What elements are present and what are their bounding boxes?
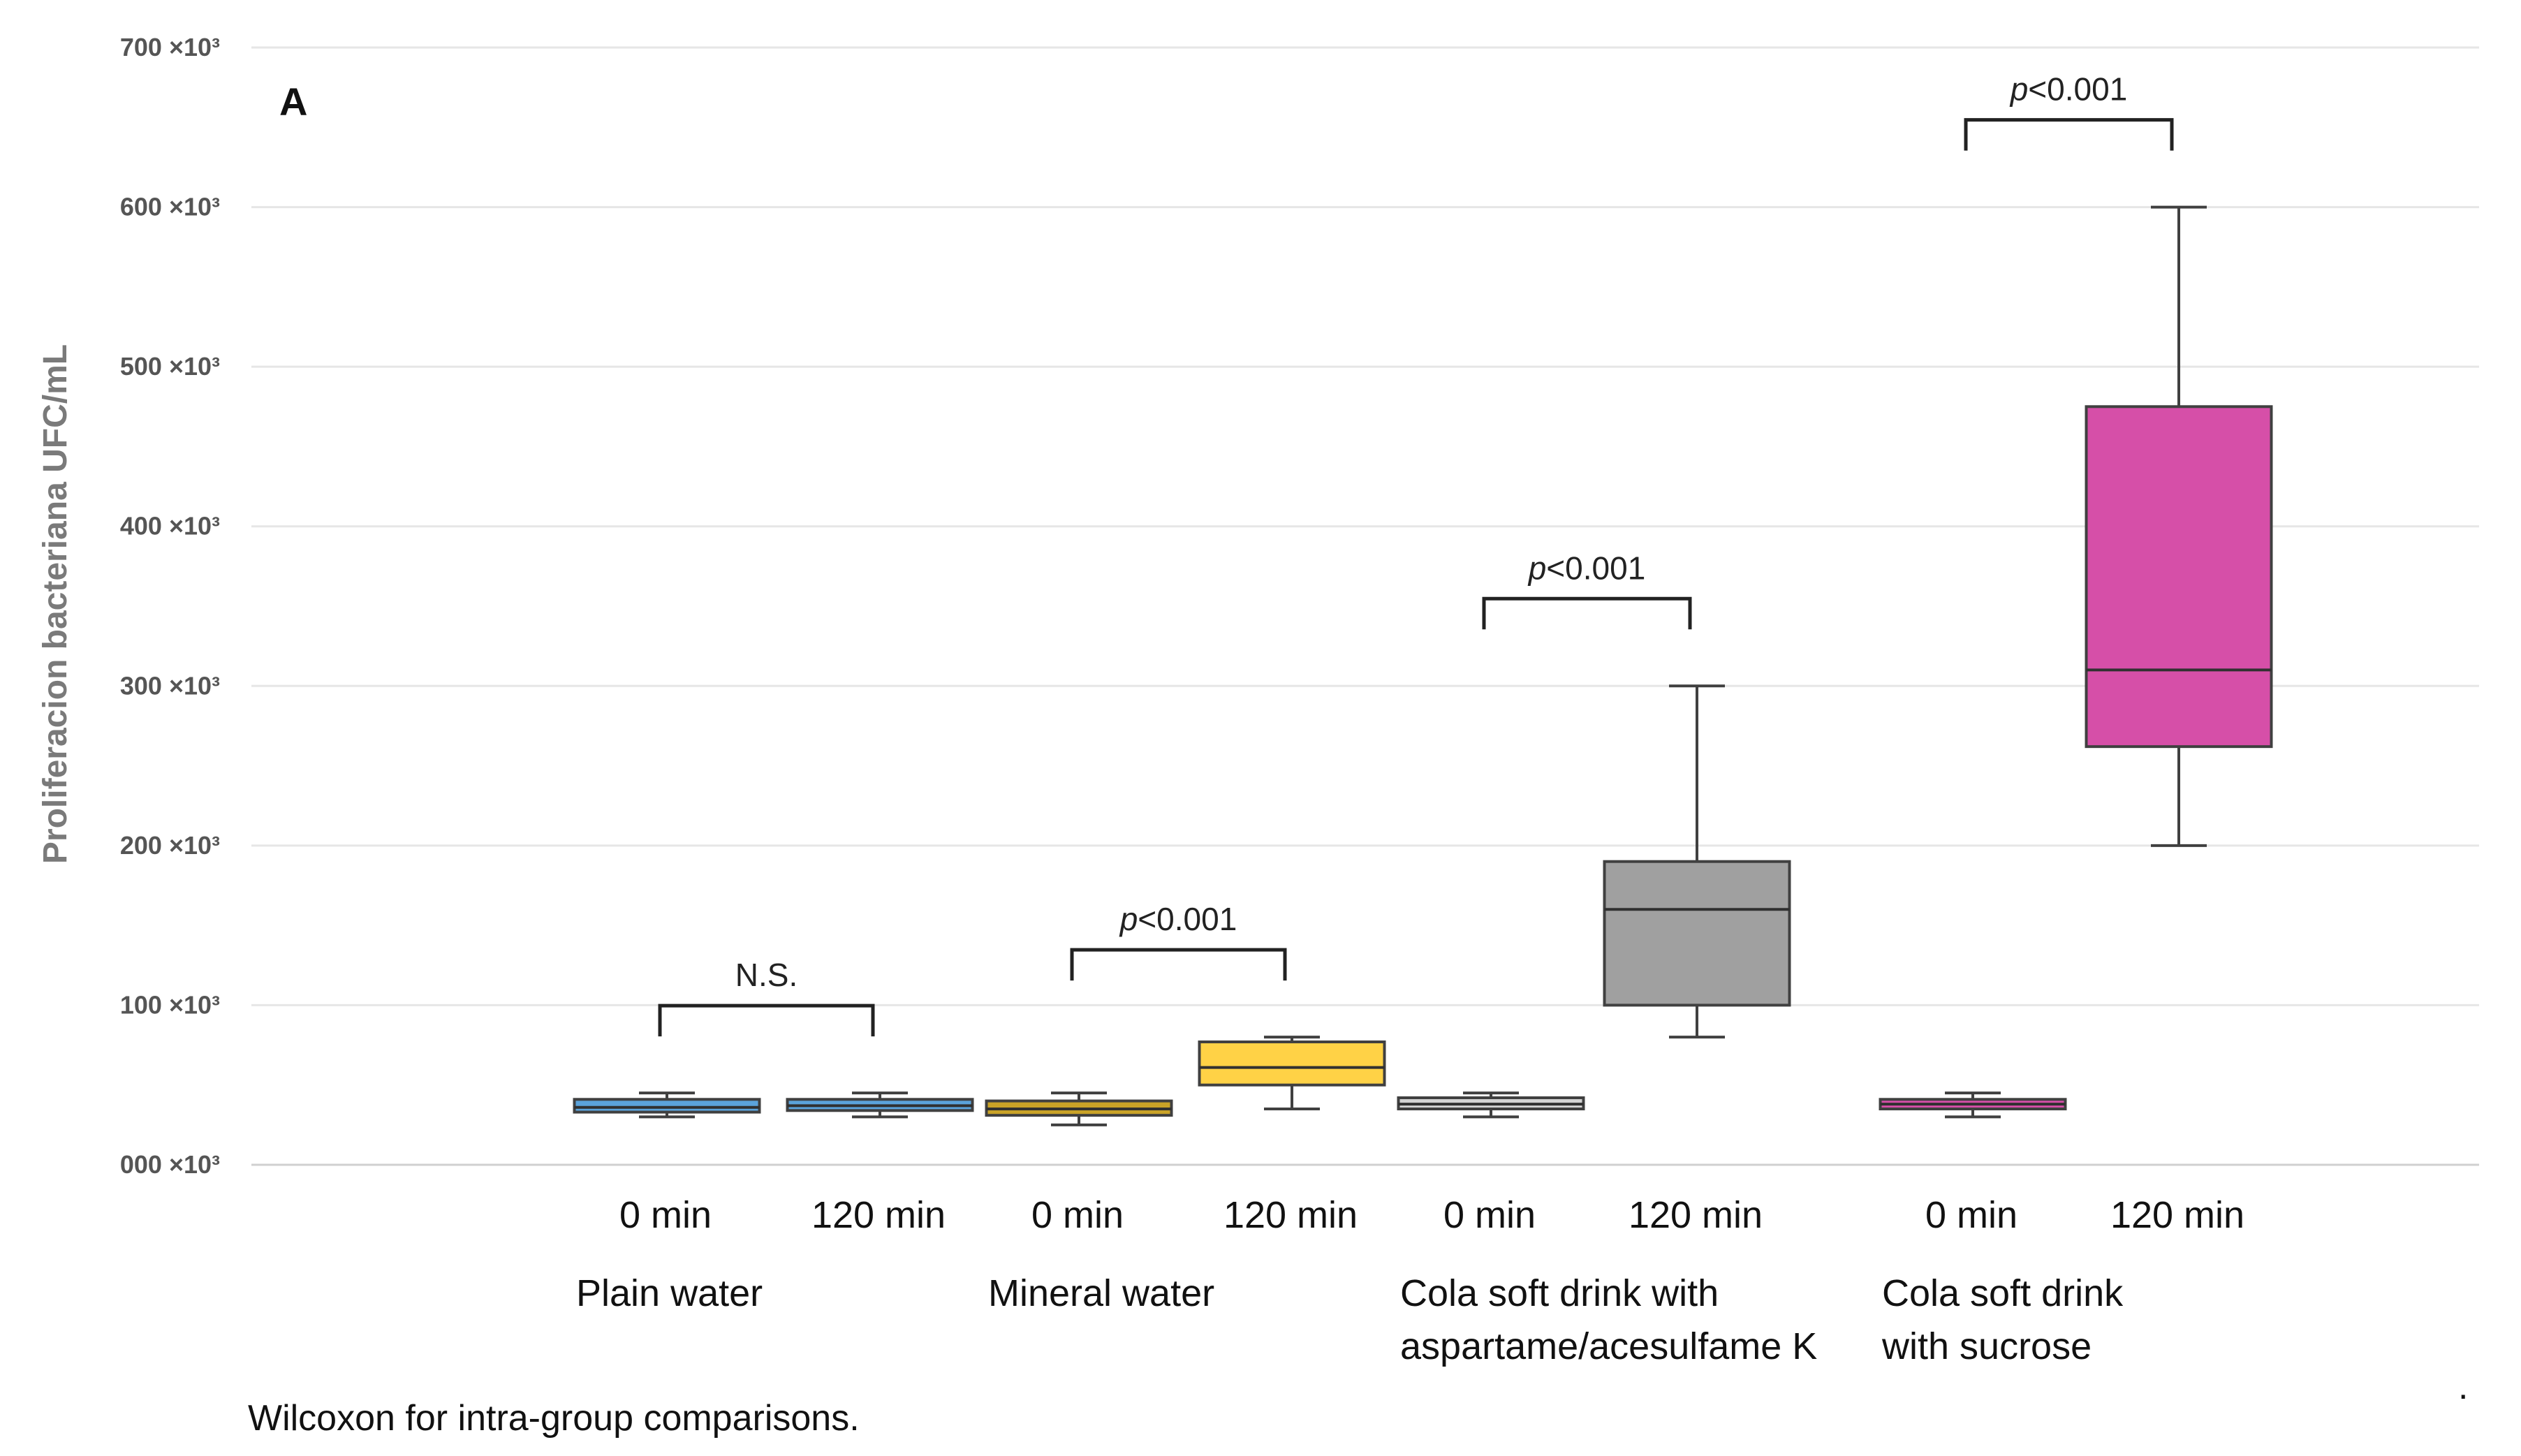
- x-tick-label: 120 min: [1629, 1194, 1763, 1236]
- group-2: [985, 1036, 1386, 1126]
- comparison-bracket: [1482, 596, 1692, 630]
- x-tick-label: 120 min: [2110, 1194, 2244, 1236]
- group-label: with sucrose: [1881, 1325, 2092, 1367]
- box-iqr: [1603, 860, 1791, 1007]
- x-tick-label: 0 min: [1925, 1194, 2017, 1236]
- comparison-label: N.S.: [735, 957, 798, 993]
- y-tick-label: 700 ×10³: [120, 33, 220, 61]
- y-tick-label: 300 ×10³: [120, 671, 220, 700]
- comparison-brackets: N.S. p<0.001 p<0.001 p<0.001: [658, 71, 2174, 1037]
- comparison-label: p<0.001: [1527, 550, 1646, 586]
- box-plot: [985, 1091, 1173, 1126]
- box-plot: [1879, 1091, 2067, 1119]
- y-tick-label: 100 ×10³: [120, 990, 220, 1019]
- x-tick-label: 120 min: [811, 1194, 946, 1236]
- comparison-bracket: [658, 1003, 875, 1037]
- y-tick-label: 000 ×10³: [120, 1150, 220, 1179]
- comparison-bracket: [1964, 118, 2174, 151]
- group-label: Mineral water: [988, 1272, 1214, 1314]
- group-label: Cola soft drink with: [1400, 1272, 1719, 1314]
- x-tick-label: 0 min: [1031, 1194, 1124, 1236]
- y-tick-label: 600 ×10³: [120, 193, 220, 221]
- group-label: Plain water: [576, 1272, 763, 1314]
- comparison-label: p<0.001: [1119, 901, 1237, 937]
- box-plot: [1397, 1091, 1585, 1119]
- y-axis-ticks: 000 ×10³ 100 ×10³ 200 ×10³ 300 ×10³ 400 ×10³…: [120, 33, 220, 1179]
- x-tick-label: 0 min: [619, 1194, 712, 1236]
- corner-mark: .: [2458, 1367, 2468, 1407]
- x-tick-label: 0 min: [1443, 1194, 1536, 1236]
- box-plot: [786, 1091, 974, 1119]
- y-tick-label: 500 ×10³: [120, 352, 220, 381]
- y-axis-label: Proliferacion bacteriana UFC/mL: [37, 344, 74, 864]
- x-tick-label: 120 min: [1223, 1194, 1358, 1236]
- group-1: [573, 1091, 974, 1119]
- box-plot: [573, 1091, 761, 1119]
- box-iqr: [1198, 1040, 1386, 1087]
- box-plot: [1603, 684, 1791, 1039]
- comparison-bracket: [1070, 948, 1287, 981]
- box-iqr: [573, 1098, 761, 1114]
- box-iqr: [2085, 405, 2273, 749]
- boxes: [573, 205, 2273, 1126]
- group-3: [1397, 684, 1791, 1119]
- footnote: Wilcoxon for intra-group comparisons.: [248, 1398, 860, 1439]
- y-tick-label: 400 ×10³: [120, 512, 220, 541]
- box-plot: [1198, 1036, 1386, 1110]
- group-label: aspartame/acesulfame K: [1400, 1325, 1817, 1367]
- comparison-label: p<0.001: [2009, 71, 2128, 108]
- group-4: [1879, 205, 2273, 1119]
- y-tick-label: 200 ×10³: [120, 831, 220, 860]
- gridlines: [251, 46, 2479, 1166]
- panel-label: A: [279, 80, 307, 124]
- group-label: Cola soft drink: [1882, 1272, 2124, 1314]
- box-plot: [2085, 205, 2273, 847]
